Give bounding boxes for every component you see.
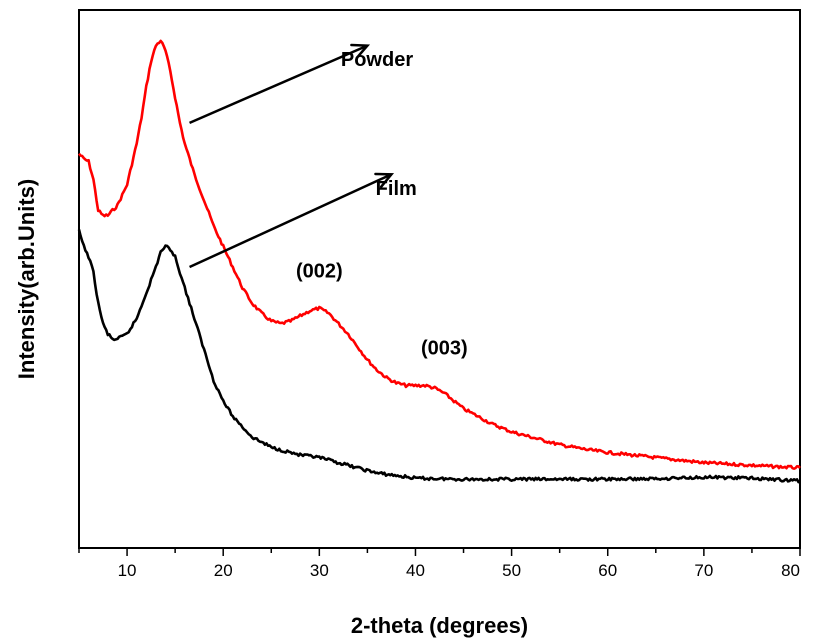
series-line-film <box>77 229 801 484</box>
series-layer <box>77 39 801 484</box>
x-axis-ticks: 10 20 30 40 50 60 70 80 <box>78 548 801 580</box>
arrow-line <box>189 173 392 269</box>
annotation-label: Film <box>376 178 417 200</box>
plot-frame <box>78 9 801 549</box>
arrow-line <box>189 44 368 124</box>
annotation-label: Powder <box>341 49 413 71</box>
series-line-powder <box>78 39 801 470</box>
x-axis-title: 2-theta (degrees) <box>351 613 528 638</box>
arrow-head <box>374 172 395 188</box>
x-tick-label: 30 <box>310 561 329 580</box>
x-tick-label: 20 <box>214 561 233 580</box>
x-tick-label: 60 <box>598 561 617 580</box>
annotation-label: (003) <box>421 338 468 360</box>
x-tick-label: 40 <box>406 561 425 580</box>
x-tick-label: 80 <box>781 561 800 580</box>
y-axis-title: Intensity(arb.Units) <box>14 179 39 379</box>
arrow-layer <box>189 43 395 269</box>
arrow-head <box>350 43 371 59</box>
x-tick-label: 50 <box>502 561 521 580</box>
x-tick-label: 70 <box>694 561 713 580</box>
x-tick-label: 10 <box>118 561 137 580</box>
annotation-label: (002) <box>296 260 343 282</box>
